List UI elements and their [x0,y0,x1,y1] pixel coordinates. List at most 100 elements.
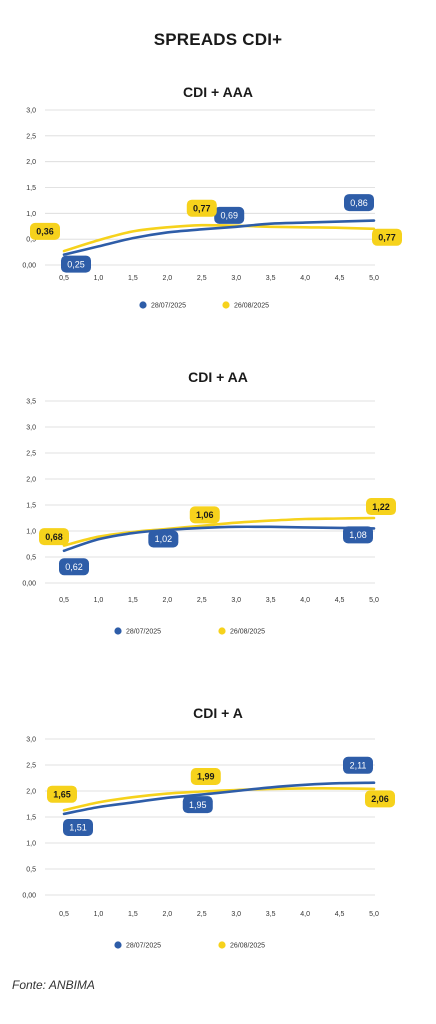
chart-1-x-tick: 2,5 [197,275,207,282]
chart-2-series-2-data-label: 1,06 [196,510,214,520]
chart-2-x-tick: 4,0 [300,597,310,604]
chart-3-series-2-data-label: 1,99 [197,772,215,782]
source-note: Fonte: ANBIMA [12,978,95,992]
chart-1-series-2-label-bg [186,199,217,217]
chart-1-x-tick: 4,0 [300,275,310,282]
chart-1-series-2-line [62,223,376,253]
chart-3-series-1-line [62,781,376,816]
chart-3-x-tick: 4,0 [300,911,310,918]
chart-1-x-tick: 5,0 [369,275,379,282]
chart-1-y-tick: 3,0 [26,108,36,115]
chart-1-y-tick: 0,00 [22,263,36,270]
chart-2-y-tick: 3,0 [26,425,36,432]
chart-2-series-1-label-bg [59,558,89,576]
chart-2-legend-label-1: 28/07/2025 [126,629,161,636]
chart-1-legend-marker-1 [139,301,147,309]
chart-1-series-2-data-label: 0,77 [378,232,396,242]
chart-3-series-1-label-bg [63,818,93,836]
chart-1-series-1-data-label: 0,86 [350,198,368,208]
chart-3-y-tick: 1,5 [26,815,36,822]
chart-3-x-tick: 3,0 [231,911,241,918]
chart-2-series-1-data-label: 1,08 [349,530,367,540]
chart-1-y-tick: 2,5 [26,133,36,140]
chart-1-legend-marker-2 [222,301,230,309]
chart-1-y-tick: 1,5 [26,185,36,192]
chart-3-series-1-label-bg [343,756,373,774]
chart-2-y-tick: 3,5 [26,399,36,406]
chart-2-x-tick: 3,5 [266,597,276,604]
chart-3-legend-label-2: 26/08/2025 [230,943,265,950]
chart-1-y-tick: 2,0 [26,159,36,166]
chart-2-series-2-line [62,516,376,547]
chart-2-series-2-label-bg [39,528,69,546]
chart-3-x-tick: 1,0 [94,911,104,918]
chart-3-legend-label-1: 28/07/2025 [126,943,161,950]
chart-2-series-2-label-bg [189,506,220,524]
chart-3-x-tick: 2,5 [197,911,207,918]
chart-2-title: CDI + AA [188,369,248,385]
chart-3-x-tick: 4,5 [335,911,345,918]
chart-1-series-2-data-label: 0,36 [36,227,54,237]
chart-3-y-tick: 1,0 [26,841,36,848]
chart-2-series-1-label-bg [343,526,373,544]
chart-2-legend-marker-2 [218,627,226,635]
chart-2-y-tick: 1,0 [26,529,36,536]
chart-3-x-tick: 1,5 [128,911,138,918]
chart-2-x-tick: 1,5 [128,597,138,604]
chart-1-series-1-data-label: 0,25 [67,259,85,269]
chart-1-series-2-data-label: 0,77 [193,203,211,213]
chart-1-legend-label-2: 26/08/2025 [234,303,269,310]
chart-3-series-2-data-label: 2,06 [371,794,389,804]
chart-2-series-1-data-label: 1,02 [155,534,173,544]
chart-3-x-tick: 3,5 [266,911,276,918]
chart-2-series-2-data-label: 1,22 [372,502,390,512]
chart-3-x-tick: 5,0 [369,911,379,918]
chart-2-x-tick: 1,0 [94,597,104,604]
chart-2-series-2-label-bg [366,498,396,516]
chart-3-series-2-data-label: 1,65 [53,789,71,799]
chart-3-series-2-label-bg [47,785,77,803]
page-title: SPREADS CDI+ [153,30,283,49]
chart-2-series-1-line [62,525,376,553]
chart-2-x-tick: 3,0 [231,597,241,604]
chart-3-x-tick: 2,0 [162,911,172,918]
chart-2-x-tick: 2,0 [162,597,172,604]
chart-2-series-2-data-label: 0,68 [45,532,63,542]
chart-1-x-tick: 1,0 [94,275,104,282]
chart-3-y-tick: 0,00 [22,893,36,900]
chart-3-title: CDI + A [193,705,243,721]
chart-2-y-tick: 2,5 [26,451,36,458]
chart-2-x-tick: 0,5 [59,597,69,604]
chart-3-y-tick: 2,5 [26,763,36,770]
chart-2-series-1-label-bg [148,530,179,548]
chart-3-series-1-data-label: 1,95 [189,800,207,810]
chart-1-series-2-label-bg [30,222,60,240]
chart-1-series-1-label-bg [61,255,91,273]
chart-1-series-2-label-bg [372,228,402,246]
chart-3-series-1-data-label: 2,11 [350,760,367,770]
chart-1-y-tick: 0,5 [26,237,36,244]
chart-1-x-tick: 3,0 [231,275,241,282]
chart-1-y-tick: 1,0 [26,211,36,218]
chart-1-series-1-label-bg [344,194,374,212]
chart-2-series-1-data-label: 0,62 [65,562,83,572]
chart-1-x-tick: 3,5 [266,275,276,282]
chart-3-legend-marker-2 [218,941,226,949]
chart-2-y-tick: 1,5 [26,503,36,510]
chart-2-y-tick: 2,0 [26,477,36,484]
chart-3-series-2-line [62,787,376,812]
chart-3-legend-marker-1 [114,941,122,949]
chart-1-x-tick: 4,5 [335,275,345,282]
chart-1-x-tick: 1,5 [128,275,138,282]
chart-3-series-1-label-bg [182,796,213,814]
chart-1-x-tick: 2,0 [162,275,172,282]
chart-3-x-tick: 0,5 [59,911,69,918]
chart-2-x-tick: 2,5 [197,597,207,604]
chart-1-x-tick: 0,5 [59,275,69,282]
chart-2-x-tick: 5,0 [369,597,379,604]
chart-1-title: CDI + AAA [183,84,253,100]
chart-2-legend-label-2: 26/08/2025 [230,629,265,636]
chart-3-series-1-data-label: 1,51 [69,823,87,833]
chart-1-series-1-label-bg [214,206,245,224]
